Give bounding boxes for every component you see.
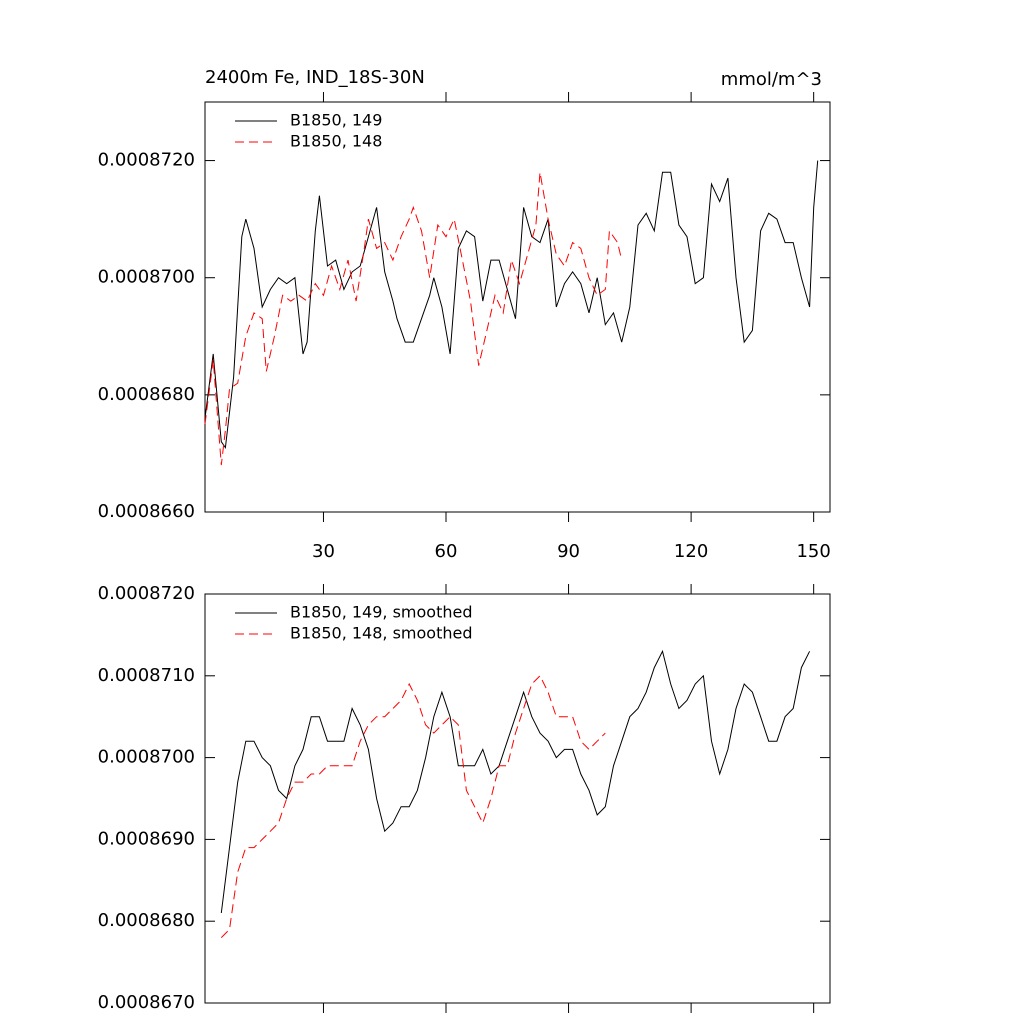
y-tick-label: 0.0008660 [98, 501, 195, 522]
x-tick-label: 120 [674, 541, 708, 562]
y-tick-label: 0.0008680 [98, 910, 195, 931]
series-line [220, 674, 606, 938]
units-label: mmol/m^3 [721, 69, 822, 90]
plot-frame [204, 593, 831, 1004]
y-tick-label: 0.0008700 [98, 747, 195, 768]
y-tick-label: 0.0008700 [98, 267, 195, 288]
x-tick-label: 150 [796, 541, 830, 562]
legend-label: B1850, 148 [290, 132, 382, 151]
y-tick-label: 0.0008680 [98, 384, 195, 405]
legend-label: B1850, 149 [290, 111, 382, 130]
y-tick-label: 0.0008670 [98, 992, 195, 1013]
chart-title: 2400m Fe, IND_18S-30N [205, 67, 425, 88]
y-tick-label: 0.0008710 [98, 665, 195, 686]
legend-label: B1850, 148, smoothed [290, 624, 473, 643]
x-tick-label: 90 [557, 541, 580, 562]
y-tick-label: 0.0008720 [98, 150, 195, 171]
series-line [204, 172, 623, 466]
legend-label: B1850, 149, smoothed [290, 603, 473, 622]
series-line [220, 649, 811, 914]
x-tick-label: 60 [435, 541, 458, 562]
y-tick-label: 0.0008690 [98, 828, 195, 849]
x-tick-label: 30 [312, 541, 335, 562]
plot-frame [204, 101, 831, 513]
series-line [204, 160, 819, 449]
y-tick-label: 0.0008720 [98, 583, 195, 604]
